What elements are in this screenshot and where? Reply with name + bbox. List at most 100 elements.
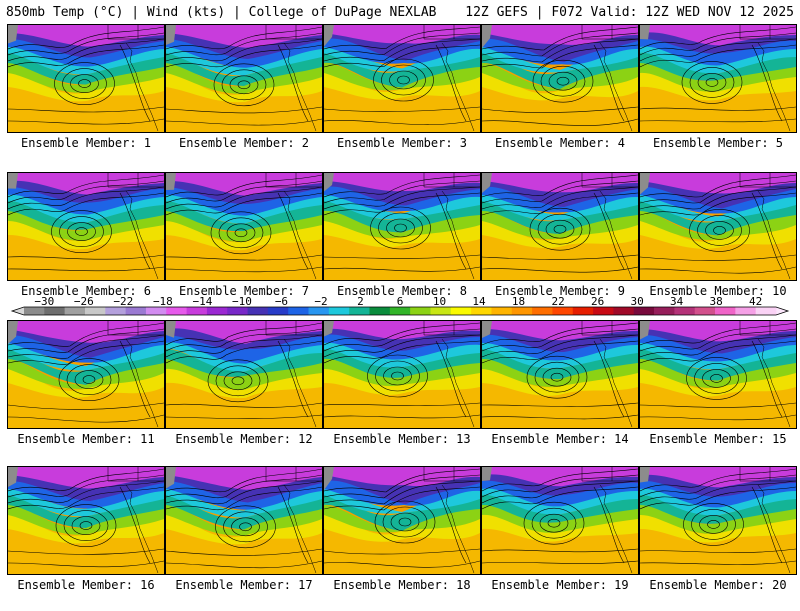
map-frame: [481, 172, 639, 281]
colorbar-tick-label: −6: [275, 296, 288, 308]
temperature-map: [640, 321, 796, 428]
map-frame: [481, 466, 639, 575]
temperature-map: [166, 25, 322, 132]
temperature-map: [8, 173, 164, 280]
colorbar-segment: [674, 307, 696, 315]
colorbar-tick-label: 34: [670, 296, 684, 308]
map-frame: [165, 24, 323, 133]
ensemble-member-label: Ensemble Member: 10: [649, 284, 787, 298]
ensemble-member-label: Ensemble Member: 2: [178, 136, 310, 150]
colorbar-segment: [145, 307, 167, 315]
temperature-map: [8, 467, 164, 574]
colorbar-tick-label: 2: [357, 296, 364, 308]
colorbar-segment: [410, 307, 431, 315]
ensemble-panel-7: Ensemble Member: 7: [165, 172, 323, 317]
map-frame: [481, 320, 639, 429]
colorbar-tick-label: 42: [749, 296, 762, 308]
map-frame: [323, 172, 481, 281]
colorbar-min-arrow: [12, 307, 24, 315]
colorbar-segment: [511, 307, 533, 315]
colorbar-segment: [328, 307, 350, 315]
ensemble-panel-4: Ensemble Member: 4: [481, 24, 639, 169]
ensemble-member-label: Ensemble Member: 9: [494, 284, 626, 298]
colorbar-tick-label: −10: [232, 296, 252, 308]
colorbar-segment: [389, 307, 411, 315]
colorbar-tick-label: −26: [74, 296, 94, 308]
colorbar-tick-label: 14: [472, 296, 486, 308]
colorbar-segment: [552, 307, 574, 315]
colorbar-segment: [64, 307, 86, 315]
colorbar-segment: [288, 307, 309, 315]
ensemble-panel-9: Ensemble Member: 9: [481, 172, 639, 317]
ensemble-member-label: Ensemble Member: 5: [652, 136, 784, 150]
colorbar-tick-label: 30: [630, 296, 643, 308]
ensemble-member-label: Ensemble Member: 4: [494, 136, 626, 150]
map-frame: [481, 24, 639, 133]
map-frame: [639, 320, 797, 429]
temperature-map: [8, 25, 164, 132]
temperature-map: [640, 467, 796, 574]
colorbar-max-arrow: [776, 307, 788, 315]
colorbar-segment: [166, 307, 187, 315]
map-frame: [7, 320, 165, 429]
map-frame: [639, 172, 797, 281]
ensemble-member-label: Ensemble Member: 18: [333, 578, 471, 592]
colorbar-tick-label: −14: [192, 296, 212, 308]
colorbar-segment: [349, 307, 370, 315]
colorbar-segment: [44, 307, 66, 315]
colorbar-tick-label: −22: [113, 296, 133, 308]
temperature-map: [324, 321, 480, 428]
colorbar-segment: [125, 307, 147, 315]
colorbar-segment: [206, 307, 228, 315]
colorbar-outline: [10, 306, 790, 316]
ensemble-panel-12: Ensemble Member: 12: [165, 320, 323, 465]
ensemble-panel-18: Ensemble Member: 18: [323, 466, 481, 611]
ensemble-member-label: Ensemble Member: 19: [491, 578, 629, 592]
colorbar-segment: [572, 307, 594, 315]
ensemble-member-label: Ensemble Member: 16: [17, 578, 155, 592]
colorbar-tick-label: −30: [34, 296, 54, 308]
ensemble-panel-13: Ensemble Member: 13: [323, 320, 481, 465]
ensemble-panel-20: Ensemble Member: 20: [639, 466, 797, 611]
map-frame: [7, 466, 165, 575]
colorbar-segment: [227, 307, 248, 315]
colorbar-tick-label: 6: [397, 296, 404, 308]
colorbar-graphic: −30 −26 −22 −18 −14 −10 −6 −2 2 6 10 14 18 22 26 30 34 38…: [10, 296, 790, 316]
ensemble-panel-1: Ensemble Member: 1: [7, 24, 165, 169]
temperature-map: [324, 467, 480, 574]
map-frame: [639, 24, 797, 133]
ensemble-panel-11: Ensemble Member: 11: [7, 320, 165, 465]
colorbar-segment: [308, 307, 330, 315]
ensemble-panel-8: Ensemble Member: 8: [323, 172, 481, 317]
ensemble-member-label: Ensemble Member: 15: [649, 432, 787, 446]
colorbar-tick-label: −2: [314, 296, 327, 308]
temperature-map: [8, 321, 164, 428]
colorbar-segment: [593, 307, 614, 315]
colorbar-segment: [369, 307, 391, 315]
ensemble-panel-6: Ensemble Member: 6: [7, 172, 165, 317]
colorbar-segment: [471, 307, 492, 315]
colorbar-segment: [633, 307, 655, 315]
colorbar-segment: [267, 307, 289, 315]
colorbar-segment: [613, 307, 635, 315]
ensemble-member-label: Ensemble Member: 20: [649, 578, 787, 592]
temperature-map: [482, 25, 638, 132]
map-frame: [165, 466, 323, 575]
colorbar-segment: [430, 307, 452, 315]
colorbar-segment: [654, 307, 675, 315]
ensemble-member-label: Ensemble Member: 8: [336, 284, 468, 298]
colorbar-segment: [735, 307, 757, 315]
map-frame: [7, 24, 165, 133]
map-frame: [323, 466, 481, 575]
temperature-map: [166, 467, 322, 574]
ensemble-member-label: Ensemble Member: 7: [178, 284, 310, 298]
colorbar-tick-label: −18: [153, 296, 173, 308]
temperature-map: [640, 25, 796, 132]
ensemble-member-label: Ensemble Member: 11: [17, 432, 155, 446]
colorbar-segment: [715, 307, 736, 315]
ensemble-panel-15: Ensemble Member: 15: [639, 320, 797, 465]
ensemble-panel-16: Ensemble Member: 16: [7, 466, 165, 611]
temperature-colorbar: −30 −26 −22 −18 −14 −10 −6 −2 2 6 10 14 18 22 26 30 34 38…: [0, 296, 800, 318]
colorbar-segment: [105, 307, 127, 315]
temperature-map: [166, 173, 322, 280]
